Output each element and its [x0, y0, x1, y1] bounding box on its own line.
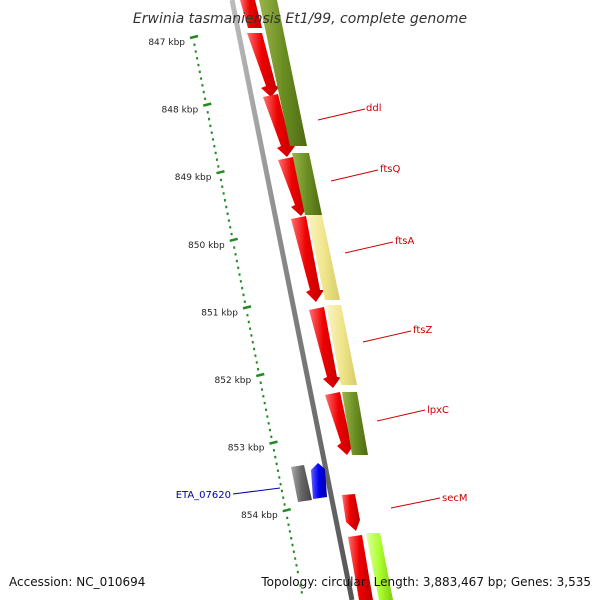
cds-arrow[interactable] — [278, 157, 309, 216]
gene-label-ftsZ[interactable]: ftsZ — [413, 325, 432, 336]
cds-arrow[interactable] — [325, 392, 355, 455]
major-tick — [282, 507, 292, 513]
major-tick — [269, 440, 278, 445]
tick-label: 850 kbp — [188, 241, 225, 251]
tick-label: 847 kbp — [148, 38, 185, 48]
cds-arrow[interactable] — [342, 494, 360, 531]
gene-label-ftsA[interactable]: ftsA — [395, 236, 414, 247]
tick-label: 849 kbp — [175, 173, 212, 183]
cog-block-ftsZ[interactable] — [326, 305, 357, 385]
tick-marks — [189, 34, 292, 513]
cog-track — [259, 0, 393, 600]
cds-arrow[interactable] — [309, 307, 341, 388]
cog-block-lime[interactable] — [366, 533, 393, 600]
tick-labels: 847 kbp 848 kbp 849 kbp 850 kbp 851 kbp 852 k… — [148, 38, 278, 521]
leader-ftsZ — [362, 330, 412, 343]
label-leaders — [232, 108, 441, 509]
tick-label: 854 kbp — [241, 511, 278, 521]
gene-arrow-ETA_07620[interactable] — [311, 463, 327, 499]
leader-ETA_07620 — [232, 487, 281, 495]
accession-text: Accession: NC_010694 — [9, 575, 145, 589]
genome-summary-text: Topology: circular; Length: 3,883,467 bp… — [260, 575, 591, 589]
gene-label-lpxC[interactable]: lpxC — [427, 405, 449, 416]
gene-label-secM[interactable]: secM — [442, 493, 468, 504]
cds-arrow[interactable] — [247, 33, 280, 97]
cds-track — [240, 0, 373, 600]
leader-ftsQ — [330, 169, 379, 182]
tick-label: 852 kbp — [215, 376, 252, 386]
cds-arrow[interactable] — [291, 216, 324, 302]
genome-backbone — [229, 0, 355, 600]
gene-block-gray[interactable] — [291, 465, 312, 502]
gene-labels: ddl ftsQ ftsA ftsZ lpxC secM ETA_07620 — [176, 103, 468, 504]
leader-ddl — [317, 108, 366, 121]
major-tick — [229, 237, 239, 243]
leader-ftsA — [344, 241, 394, 254]
gene-label-ftsQ[interactable]: ftsQ — [380, 164, 400, 175]
map-title: Erwinia tasmaniensis Et1/99, complete ge… — [133, 11, 467, 27]
major-tick — [202, 102, 212, 107]
cog-block-ftsQ[interactable] — [292, 153, 322, 215]
major-tick — [255, 372, 265, 378]
tick-label: 848 kbp — [162, 106, 199, 116]
cds-arrow[interactable] — [348, 535, 373, 600]
cds-arrow[interactable] — [240, 0, 262, 28]
leader-secM — [390, 497, 441, 509]
leader-lpxC — [376, 409, 426, 422]
major-tick — [216, 169, 225, 175]
cds-arrow[interactable] — [263, 94, 295, 157]
cog-block-ftsA[interactable] — [307, 215, 340, 300]
tick-dots — [193, 43, 303, 594]
gene-label-ddl[interactable]: ddl — [366, 103, 381, 114]
major-tick — [189, 34, 199, 40]
tick-label: 851 kbp — [201, 308, 238, 318]
gene-label-ETA_07620[interactable]: ETA_07620 — [176, 490, 231, 501]
tick-label: 853 kbp — [228, 444, 265, 454]
cog-block-lpxC[interactable] — [342, 392, 368, 455]
major-tick — [242, 305, 252, 310]
other-track — [291, 463, 327, 502]
cog-block-ddl[interactable] — [259, 0, 307, 146]
